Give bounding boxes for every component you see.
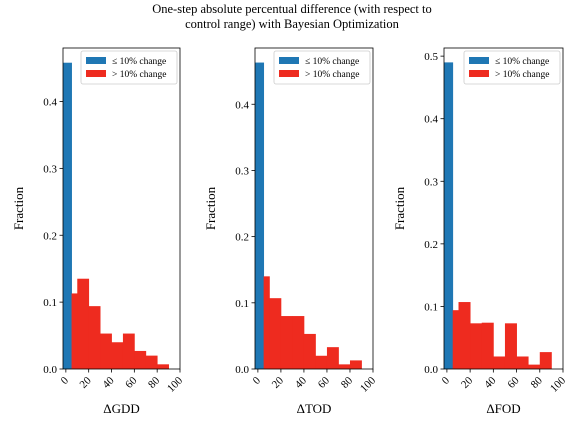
- x-tick-label-2: 40: [482, 374, 499, 391]
- y-tick-label-4: 0.4: [424, 114, 438, 126]
- legend-swatch-1: [279, 70, 299, 77]
- bar-high-3: [100, 333, 112, 369]
- suptitle-line-2: control range) with Bayesian Optimizatio…: [185, 17, 400, 31]
- legend-swatch-0: [469, 57, 489, 64]
- bar-high-4: [493, 356, 506, 369]
- y-tick-label-1: 0.1: [424, 301, 438, 313]
- bar-high-7: [145, 355, 158, 369]
- bar-high-5: [504, 323, 517, 369]
- x-tick-label-5: 100: [165, 374, 186, 395]
- x-tick-label-0: 0: [440, 374, 453, 387]
- legend: ≤ 10% change > 10% change: [80, 50, 178, 85]
- y-tick-label-2: 0.2: [424, 239, 438, 251]
- x-tick-label-2: 40: [100, 374, 117, 391]
- bar-low-0: [444, 62, 454, 369]
- suptitle-line-1: One-step absolute percentual difference …: [152, 2, 432, 16]
- bar-high-8: [157, 364, 169, 369]
- y-tick-label-1: 0.1: [235, 298, 249, 310]
- y-tick-label-1: 0.1: [43, 297, 57, 309]
- bar-high-8: [539, 352, 552, 369]
- y-tick-label-0: 0.0: [43, 364, 57, 376]
- y-tick-label-4: 0.4: [43, 97, 57, 109]
- x-tick-label-0: 0: [251, 374, 264, 387]
- bar-high-0: [263, 276, 270, 369]
- legend-swatch-1: [86, 70, 106, 77]
- y-tick-label-3: 0.3: [235, 165, 249, 177]
- x-tick-label-1: 20: [270, 374, 287, 391]
- subplot-1: 0.0 0.1 0.2 0.3 0.4 0 20 40 60 80 100 ΔGDD Fraction ≤…: [11, 47, 186, 416]
- legend-label-0: ≤ 10% change: [305, 57, 359, 67]
- x-tick-label-5: 100: [548, 374, 569, 395]
- legend: ≤ 10% change > 10% change: [273, 50, 371, 85]
- x-axis-label: ΔGDD: [103, 401, 140, 416]
- legend-label-1: > 10% change: [305, 70, 359, 80]
- x-tick-label-4: 80: [339, 374, 356, 391]
- bar-high-1: [77, 278, 90, 369]
- bar-high-2: [280, 316, 293, 369]
- axes-frame: [254, 47, 374, 370]
- legend-label-0: ≤ 10% change: [112, 57, 166, 67]
- x-tick-label-4: 80: [146, 374, 163, 391]
- x-tick-label-4: 80: [529, 374, 546, 391]
- bar-high-8: [349, 360, 362, 369]
- subplot-3: 0.0 0.1 0.2 0.3 0.4 0.5 0 20 40 60 80 100 ΔFOD Fracti…: [392, 47, 569, 416]
- bar-high-6: [134, 350, 147, 369]
- bar-high-1: [269, 298, 282, 369]
- y-tick-label-0: 0.0: [424, 364, 438, 376]
- axes-frame: [62, 47, 181, 370]
- bar-high-3: [481, 322, 494, 369]
- x-tick-label-1: 20: [78, 374, 95, 391]
- x-axis-label: ΔTOD: [297, 401, 332, 416]
- bar-high-5: [122, 333, 135, 369]
- x-tick-label-3: 60: [505, 374, 522, 391]
- legend-swatch-0: [279, 57, 299, 64]
- y-axis-label: Fraction: [392, 186, 407, 230]
- legend-swatch-0: [86, 57, 106, 64]
- bar-high-1: [458, 302, 471, 369]
- bar-low-0: [255, 62, 265, 370]
- bar-high-6: [516, 356, 529, 369]
- y-axis-label: Fraction: [203, 186, 218, 230]
- bar-high-4: [303, 333, 316, 369]
- bar-high-0: [452, 310, 459, 369]
- bar-high-2: [470, 323, 483, 369]
- bar-low-0: [63, 62, 72, 370]
- y-tick-label-2: 0.2: [235, 232, 249, 244]
- bar-high-0: [71, 293, 78, 369]
- bar-high-3: [292, 316, 305, 369]
- x-tick-label-3: 60: [123, 374, 140, 391]
- x-tick-label-0: 0: [59, 374, 72, 387]
- y-tick-label-2: 0.2: [43, 230, 57, 242]
- legend-label-1: > 10% change: [112, 70, 166, 80]
- bar-high-7: [528, 364, 541, 369]
- legend-label-1: > 10% change: [495, 70, 549, 80]
- legend: ≤ 10% change > 10% change: [463, 50, 561, 85]
- y-axis-label: Fraction: [11, 186, 26, 230]
- x-tick-label-3: 60: [316, 374, 333, 391]
- y-tick-label-4: 0.4: [235, 99, 249, 111]
- bar-high-6: [326, 347, 339, 369]
- bar-high-2: [88, 306, 101, 369]
- axes-frame: [443, 47, 564, 370]
- y-tick-label-3: 0.3: [43, 163, 57, 175]
- x-tick-label-5: 100: [358, 374, 379, 395]
- bar-high-4: [111, 342, 124, 369]
- legend-label-0: ≤ 10% change: [495, 57, 549, 67]
- x-tick-label-2: 40: [293, 374, 310, 391]
- y-tick-label-0: 0.0: [235, 364, 249, 376]
- x-axis-label: ΔFOD: [486, 401, 520, 416]
- bar-high-7: [338, 364, 351, 369]
- legend-swatch-1: [469, 70, 489, 77]
- y-tick-label-3: 0.3: [424, 176, 438, 188]
- bar-high-5: [315, 355, 328, 369]
- subplot-2: 0.0 0.1 0.2 0.3 0.4 0 20 40 60 80 100 ΔTOD Fraction ≤…: [203, 47, 379, 416]
- y-tick-label-5: 0.5: [424, 51, 438, 63]
- subplots: 0.00.10.20.30.40 20 40 60 80 100ΔGDDFraction≤…: [11, 47, 569, 416]
- x-tick-label-1: 20: [459, 374, 476, 391]
